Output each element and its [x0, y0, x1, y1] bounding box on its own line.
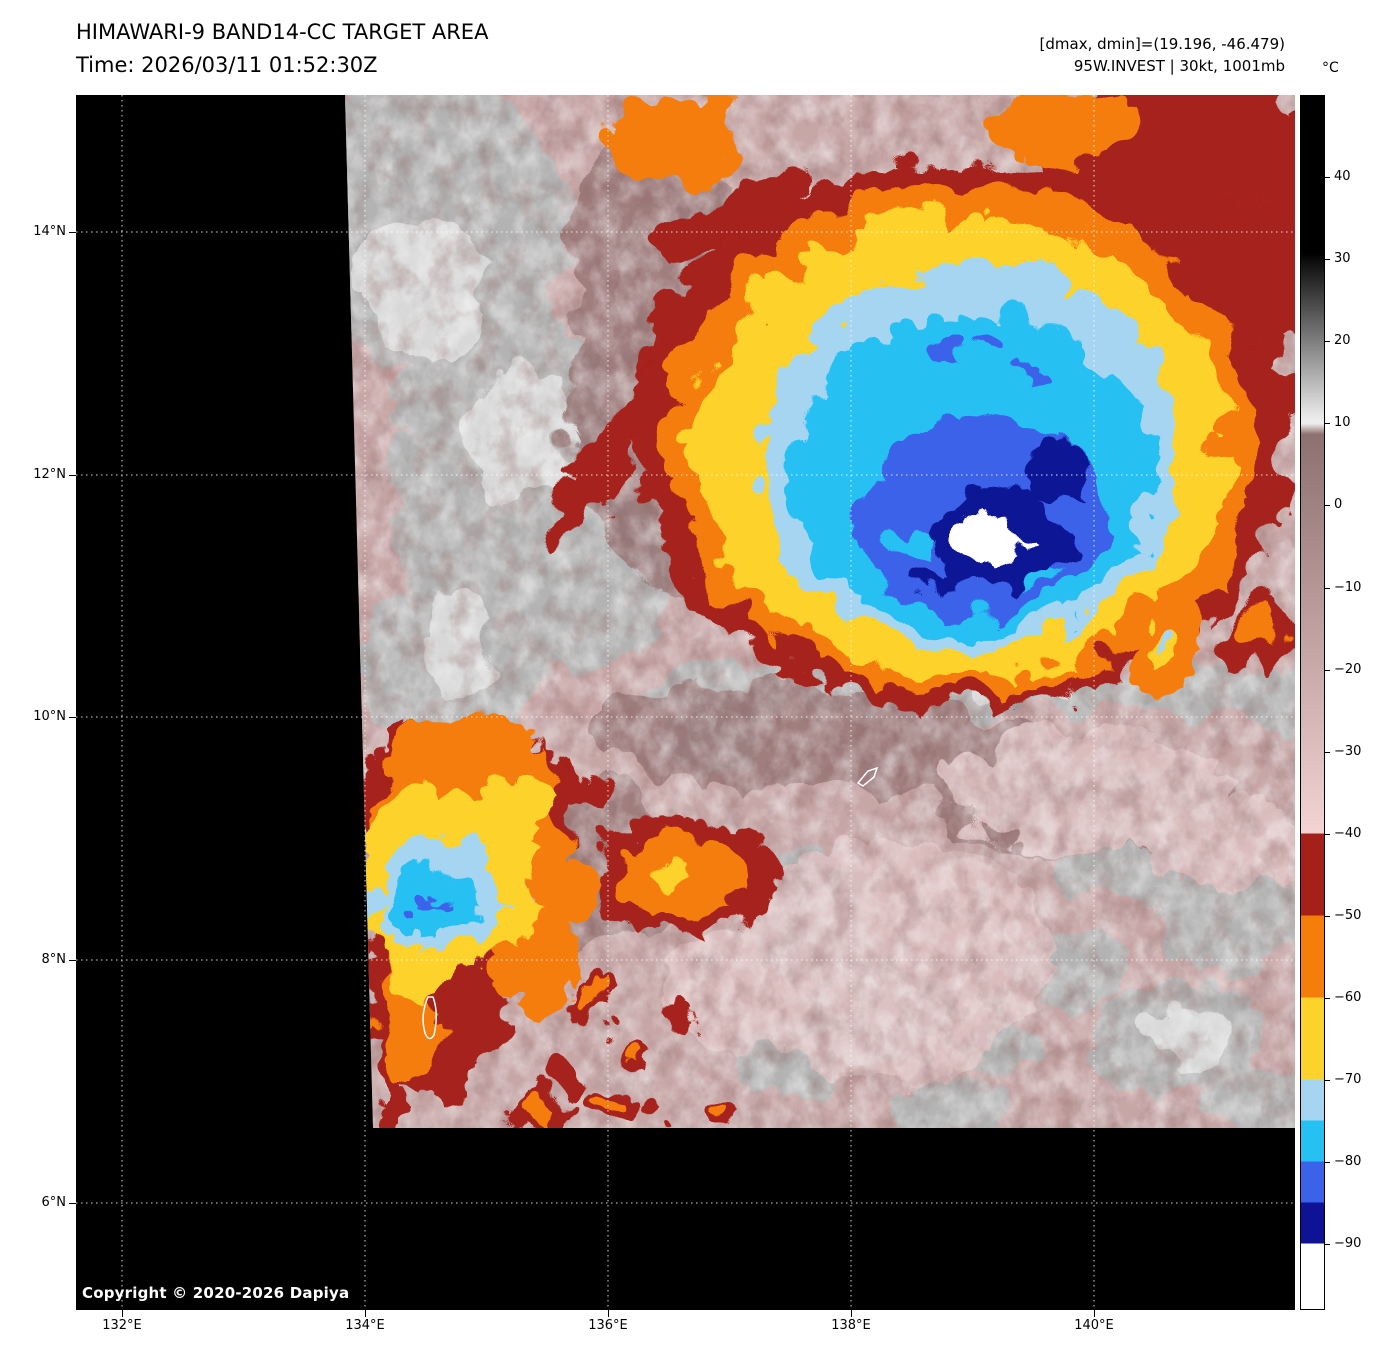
colorbar-tick — [1325, 259, 1330, 260]
graticule-gridlines — [76, 95, 1295, 1310]
y-tick-label: 14°N — [33, 224, 66, 239]
white-coldest-core — [952, 492, 1020, 550]
x-tick — [608, 1310, 609, 1317]
x-tick-label: 136°E — [588, 1318, 628, 1333]
colorbar-tick — [1325, 588, 1330, 589]
main-storm-system — [533, 95, 1295, 695]
colorbar-tick — [1325, 916, 1330, 917]
x-tick-label: 134°E — [345, 1318, 385, 1333]
dmax-dmin-annotation: [dmax, dmin]=(19.196, -46.479) — [1039, 35, 1285, 53]
x-tick — [365, 1310, 366, 1317]
satellite-image — [76, 95, 1295, 1310]
x-tick — [851, 1310, 852, 1317]
colorbar-tick — [1325, 1244, 1330, 1245]
colorbar-tick — [1325, 505, 1330, 506]
colorbar-tick-label: 30 — [1334, 251, 1351, 266]
colorbar-tick-label: −20 — [1334, 662, 1362, 677]
colorbar-tick — [1325, 998, 1330, 999]
colorbar-tick-label: 40 — [1334, 169, 1351, 184]
colorbar-tick-label: −50 — [1334, 908, 1362, 923]
x-tick-label: 140°E — [1074, 1318, 1114, 1333]
colorbar-tick — [1325, 177, 1330, 178]
y-tick-label: 8°N — [41, 952, 67, 967]
colorbar-tick-label: 10 — [1334, 415, 1351, 430]
satellite-data-swath — [345, 95, 1295, 1128]
x-tick — [1094, 1310, 1095, 1317]
y-tick — [69, 232, 76, 233]
colorbar-unit-label: °C — [1322, 60, 1339, 76]
copyright-text: Copyright © 2020-2026 Dapiya — [82, 1284, 350, 1302]
colorbar-gradient — [1300, 95, 1325, 1310]
storm-annotation: 95W.INVEST | 30kt, 1001mb — [1073, 57, 1285, 75]
colorbar-tick-label: 20 — [1334, 333, 1351, 348]
colorbar-tick — [1325, 752, 1330, 753]
colorbar-tick — [1325, 423, 1330, 424]
colorbar-tick-label: 0 — [1334, 497, 1343, 512]
colorbar-tick-label: −60 — [1334, 990, 1362, 1005]
colorbar-tick-label: −40 — [1334, 826, 1362, 841]
y-tick-label: 12°N — [33, 467, 66, 482]
y-tick — [69, 960, 76, 961]
y-tick — [69, 475, 76, 476]
colorbar-tick — [1325, 341, 1330, 342]
colorbar-tick — [1325, 1162, 1330, 1163]
x-tick-label: 132°E — [102, 1318, 142, 1333]
colorbar-tick — [1325, 670, 1330, 671]
y-tick — [69, 717, 76, 718]
y-tick-label: 10°N — [33, 709, 66, 724]
y-tick-label: 6°N — [41, 1195, 67, 1210]
colorbar-tick-label: −70 — [1334, 1072, 1362, 1087]
colorbar-tick-label: −80 — [1334, 1154, 1362, 1169]
y-tick — [69, 1203, 76, 1204]
colorbar-tick-label: −30 — [1334, 744, 1362, 759]
colorbar-tick-label: −10 — [1334, 580, 1362, 595]
southwest-storm-clusters — [346, 702, 766, 1128]
x-tick-label: 138°E — [831, 1318, 871, 1333]
timestamp: Time: 2026/03/11 01:52:30Z — [76, 53, 378, 77]
colorbar-tick — [1325, 1080, 1330, 1081]
island-coastlines — [422, 766, 879, 1040]
x-tick — [122, 1310, 123, 1317]
map-plot-area: Copyright © 2020-2026 Dapiya — [76, 95, 1295, 1310]
colorbar-tick-label: −90 — [1334, 1236, 1362, 1251]
colorbar-tick — [1325, 834, 1330, 835]
page-title: HIMAWARI-9 BAND14-CC TARGET AREA — [76, 20, 489, 44]
